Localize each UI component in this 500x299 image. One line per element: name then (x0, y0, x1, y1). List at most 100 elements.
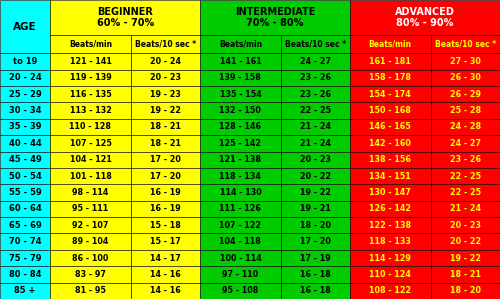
Text: 25 - 28: 25 - 28 (450, 106, 481, 115)
Bar (130, 234, 200, 250)
Text: 20 - 22: 20 - 22 (450, 237, 481, 246)
Text: 50 - 54: 50 - 54 (9, 172, 42, 181)
Text: ADVANCED
80% - 90%: ADVANCED 80% - 90% (395, 7, 455, 28)
Bar (200, 70, 280, 86)
Text: 142 - 160: 142 - 160 (370, 139, 411, 148)
Text: 23 - 26: 23 - 26 (450, 155, 481, 164)
Text: 135 - 154: 135 - 154 (220, 90, 262, 99)
Text: 24 - 27: 24 - 27 (300, 57, 331, 66)
Bar (0, 234, 50, 250)
Bar (430, 250, 500, 266)
Text: Beats/min: Beats/min (69, 39, 112, 48)
Bar (280, 102, 350, 119)
Text: 75 - 79: 75 - 79 (9, 254, 42, 263)
Text: 65 - 69: 65 - 69 (9, 221, 42, 230)
Bar (280, 250, 350, 266)
Bar (200, 266, 280, 283)
Bar (0, 53, 50, 70)
Text: 141 - 161: 141 - 161 (220, 57, 262, 66)
Bar (280, 184, 350, 201)
Text: 23 - 26: 23 - 26 (300, 90, 331, 99)
Bar (350, 266, 430, 283)
Bar (0, 119, 50, 135)
Bar (130, 70, 200, 86)
Text: 22 - 25: 22 - 25 (450, 172, 481, 181)
Text: 20 - 23: 20 - 23 (150, 73, 181, 82)
Text: Beats/min: Beats/min (219, 39, 262, 48)
Bar (200, 184, 280, 201)
Text: 126 - 142: 126 - 142 (370, 205, 412, 213)
Text: 22 - 25: 22 - 25 (450, 188, 481, 197)
Text: 110 - 128: 110 - 128 (70, 123, 112, 132)
Text: 20 - 22: 20 - 22 (300, 172, 331, 181)
Text: 104 - 118: 104 - 118 (220, 237, 262, 246)
Bar (430, 70, 500, 86)
Bar (200, 135, 280, 152)
Bar (200, 35, 280, 53)
Text: 14 - 16: 14 - 16 (150, 286, 181, 295)
Bar (200, 250, 280, 266)
Bar (50, 102, 130, 119)
Bar (50, 70, 130, 86)
Text: 19 - 21: 19 - 21 (300, 205, 331, 213)
Bar (0, 217, 50, 234)
Bar (350, 135, 430, 152)
Text: 21 - 24: 21 - 24 (300, 123, 331, 132)
Bar (280, 168, 350, 184)
Text: 89 - 104: 89 - 104 (72, 237, 108, 246)
Text: Beats/10 sec *: Beats/10 sec * (434, 39, 496, 48)
Bar (280, 266, 350, 283)
Bar (280, 217, 350, 234)
Bar (430, 152, 500, 168)
Bar (50, 250, 130, 266)
Text: 116 - 135: 116 - 135 (70, 90, 112, 99)
Bar (50, 168, 130, 184)
Bar (130, 86, 200, 102)
Text: Beats/min: Beats/min (368, 39, 412, 48)
Text: 20 - 24: 20 - 24 (150, 57, 181, 66)
Bar (200, 152, 280, 168)
Text: 81 - 95: 81 - 95 (75, 286, 106, 295)
Text: 161 - 181: 161 - 181 (370, 57, 411, 66)
Bar (350, 53, 430, 70)
Bar (0, 86, 50, 102)
Bar (280, 283, 350, 299)
Bar (130, 283, 200, 299)
Text: 18 - 20: 18 - 20 (300, 221, 331, 230)
Bar (130, 250, 200, 266)
Text: 95 - 111: 95 - 111 (72, 205, 108, 213)
Bar (280, 201, 350, 217)
Bar (130, 119, 200, 135)
Text: 14 - 17: 14 - 17 (150, 254, 181, 263)
Bar (130, 35, 200, 53)
Bar (0, 102, 50, 119)
Text: 118 - 133: 118 - 133 (370, 237, 411, 246)
Bar (200, 283, 280, 299)
Text: 18 - 20: 18 - 20 (450, 286, 481, 295)
Bar (200, 53, 280, 70)
Text: 122 - 138: 122 - 138 (369, 221, 412, 230)
Text: 20 - 23: 20 - 23 (300, 155, 331, 164)
Text: 125 - 142: 125 - 142 (220, 139, 262, 148)
Bar (50, 53, 130, 70)
Bar (0, 250, 50, 266)
Text: 15 - 17: 15 - 17 (150, 237, 181, 246)
Bar (0, 201, 50, 217)
Bar (280, 86, 350, 102)
Bar (350, 168, 430, 184)
Text: 101 - 118: 101 - 118 (70, 172, 112, 181)
Text: 35 - 39: 35 - 39 (9, 123, 42, 132)
Bar (130, 168, 200, 184)
Bar (350, 102, 430, 119)
Text: 18 - 21: 18 - 21 (150, 123, 181, 132)
Text: 16 - 18: 16 - 18 (300, 270, 331, 279)
Bar (430, 86, 500, 102)
Bar (130, 135, 200, 152)
Text: INTERMEDIATE
70% - 80%: INTERMEDIATE 70% - 80% (235, 7, 316, 28)
Bar (430, 217, 500, 234)
Bar (280, 152, 350, 168)
Text: 128 - 146: 128 - 146 (220, 123, 262, 132)
Bar (350, 0, 500, 35)
Text: 104 - 121: 104 - 121 (70, 155, 112, 164)
Bar (50, 234, 130, 250)
